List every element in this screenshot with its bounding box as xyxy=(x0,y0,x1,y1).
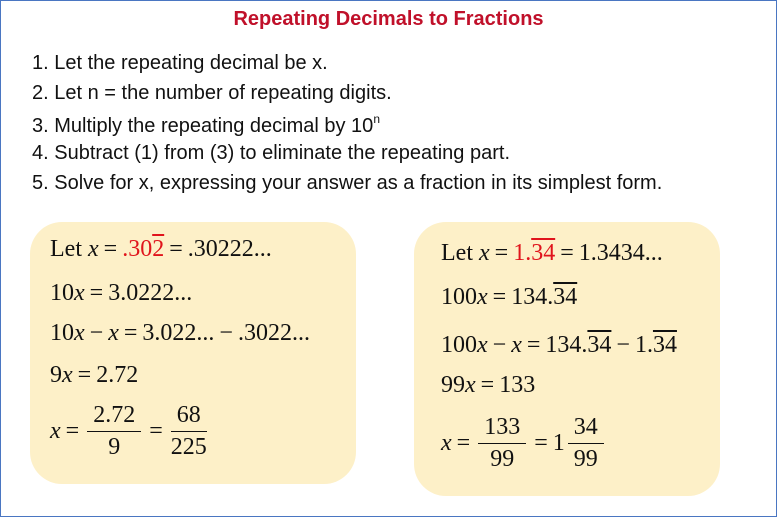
op: = xyxy=(494,240,509,266)
numerator: 133 xyxy=(478,414,527,444)
example-box xyxy=(30,222,356,484)
var: x xyxy=(465,372,476,398)
var: x xyxy=(108,320,119,346)
step: 5. Solve for x, expressing your answer a… xyxy=(32,172,663,194)
number: 2.72 xyxy=(96,362,139,388)
op: = xyxy=(526,332,541,358)
repeating-digits: 34 xyxy=(553,284,578,310)
op: = xyxy=(492,284,507,310)
var: x xyxy=(74,320,85,346)
math-line: 99 x = 133 xyxy=(441,372,535,399)
numerator: 68 xyxy=(170,402,207,432)
numerator: 34 xyxy=(567,414,604,444)
var: x xyxy=(477,332,488,358)
number: 99 xyxy=(441,372,465,398)
op: − xyxy=(492,332,507,358)
step: 4. Subtract (1) from (3) to eliminate th… xyxy=(32,142,510,164)
op: = xyxy=(480,372,495,398)
step-text: 3. Multiply the repeating decimal by 10 xyxy=(32,115,374,137)
number: 3.0222... xyxy=(108,280,193,306)
number: .3022... xyxy=(237,320,310,346)
op: = xyxy=(77,362,92,388)
fraction: 133 99 xyxy=(478,414,527,473)
math-line: x = 2.72 9 = 68 225 xyxy=(50,402,210,461)
repeating-digits: 34 xyxy=(652,332,677,358)
math-line: 10 x − x = 3.022... − .3022... xyxy=(50,320,310,347)
repeating-digits: 2 xyxy=(152,236,165,262)
var: x xyxy=(477,284,488,310)
number: 100 xyxy=(441,284,477,310)
number: 1. xyxy=(634,332,653,358)
math-line: 10 x = 3.0222... xyxy=(50,280,192,307)
var: x xyxy=(87,236,99,262)
decimal: .30 xyxy=(122,236,153,262)
number: .30222... xyxy=(187,236,272,262)
repeating-digits: 34 xyxy=(531,240,556,266)
denominator: 99 xyxy=(490,446,515,472)
math-line: Let x = 1. 34 = 1.3434... xyxy=(441,240,663,267)
numerator: 2.72 xyxy=(87,402,142,432)
op: = xyxy=(456,430,471,456)
number: 9 xyxy=(50,362,62,388)
op: = xyxy=(149,418,163,444)
op: = xyxy=(65,418,80,444)
var: x xyxy=(74,280,85,306)
math-line: 100 x − x = 134. 34 − 1. 34 xyxy=(441,332,677,359)
word: Let xyxy=(50,236,82,262)
op: − xyxy=(89,320,104,346)
superscript: n xyxy=(373,112,380,126)
var: x xyxy=(50,418,61,444)
op: = xyxy=(169,236,183,262)
step: 3. Multiply the repeating decimal by 10n xyxy=(32,112,380,138)
op: = xyxy=(89,280,104,306)
number: 3.022... xyxy=(142,320,215,346)
step: 2. Let n = the number of repeating digit… xyxy=(32,82,392,104)
denominator: 225 xyxy=(170,434,207,460)
var: x xyxy=(478,240,490,266)
fraction: 68 225 xyxy=(170,402,207,461)
math-line: x = 133 99 = 1 34 99 xyxy=(441,414,607,473)
denominator: 9 xyxy=(108,434,121,460)
op: = xyxy=(123,320,138,346)
decimal: 1. xyxy=(513,240,532,266)
math-line: Let x = .30 2 = .30222... xyxy=(50,236,272,263)
op: − xyxy=(616,332,630,358)
op: = xyxy=(560,240,574,266)
number: 10 xyxy=(50,280,74,306)
math-line: 100 x = 134. 34 xyxy=(441,284,577,311)
word: Let xyxy=(441,240,473,266)
example-box xyxy=(414,222,720,496)
var: x xyxy=(511,332,522,358)
number: 1 xyxy=(552,430,565,456)
step: 1. Let the repeating decimal be x. xyxy=(32,52,328,74)
number: 10 xyxy=(50,320,74,346)
fraction: 34 99 xyxy=(567,414,604,473)
var: x xyxy=(441,430,452,456)
op: − xyxy=(219,320,233,346)
number: 100 xyxy=(441,332,477,358)
number: 134. xyxy=(511,284,554,310)
repeating-digits: 34 xyxy=(587,332,612,358)
title: Repeating Decimals to Fractions xyxy=(233,8,544,30)
op: = xyxy=(534,430,548,456)
number: 133 xyxy=(499,372,536,398)
fraction: 2.72 9 xyxy=(87,402,142,461)
number: 1.3434... xyxy=(578,240,663,266)
denominator: 99 xyxy=(573,446,598,472)
number: 134. xyxy=(545,332,588,358)
op: = xyxy=(103,236,118,262)
var: x xyxy=(62,362,73,388)
